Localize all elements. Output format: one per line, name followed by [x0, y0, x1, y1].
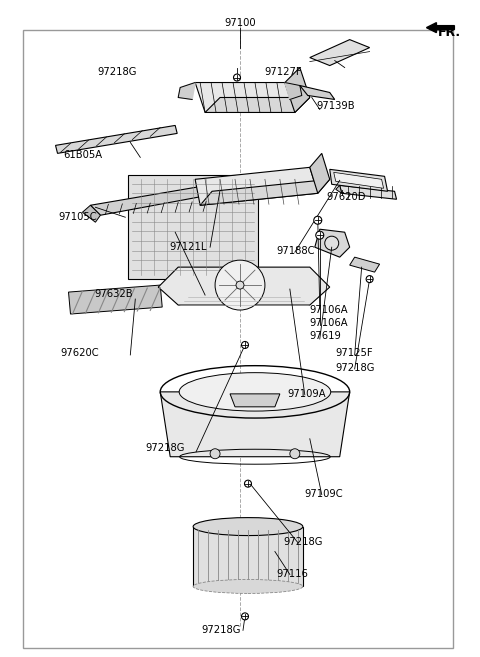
Text: 97105C: 97105C [58, 212, 97, 222]
Polygon shape [285, 83, 302, 99]
Text: 97109A: 97109A [288, 389, 326, 399]
Polygon shape [195, 168, 318, 205]
Polygon shape [90, 182, 230, 215]
Circle shape [236, 281, 244, 289]
Text: 97218G: 97218G [97, 66, 137, 76]
FancyArrow shape [426, 22, 455, 33]
Polygon shape [193, 526, 303, 587]
Circle shape [210, 449, 220, 459]
Circle shape [316, 231, 324, 239]
Circle shape [314, 216, 322, 224]
Text: 97139B: 97139B [317, 101, 355, 110]
Text: 97127F: 97127F [264, 66, 301, 76]
Ellipse shape [193, 518, 303, 535]
Polygon shape [340, 185, 396, 199]
Text: 97620C: 97620C [60, 348, 99, 359]
Polygon shape [330, 170, 387, 191]
Polygon shape [69, 285, 162, 314]
Polygon shape [300, 85, 335, 99]
Polygon shape [310, 153, 330, 193]
Polygon shape [83, 205, 100, 222]
Text: 97620D: 97620D [326, 193, 366, 202]
Text: 97218G: 97218G [201, 625, 240, 635]
Polygon shape [158, 267, 330, 305]
Text: 97619: 97619 [310, 331, 341, 342]
Text: FR.: FR. [438, 26, 461, 39]
Polygon shape [315, 229, 350, 257]
Text: 97121L: 97121L [169, 242, 206, 252]
Circle shape [241, 342, 249, 348]
Text: 61B05A: 61B05A [63, 150, 102, 160]
Text: 97218G: 97218G [336, 363, 375, 373]
Ellipse shape [193, 579, 303, 593]
Polygon shape [128, 175, 258, 279]
Circle shape [241, 613, 249, 620]
Text: 97632B: 97632B [94, 289, 132, 300]
Polygon shape [310, 39, 370, 66]
Polygon shape [178, 83, 195, 99]
Text: 97109C: 97109C [305, 489, 343, 499]
Polygon shape [350, 257, 380, 272]
Ellipse shape [179, 373, 331, 411]
Polygon shape [160, 392, 350, 457]
Polygon shape [336, 185, 342, 193]
Circle shape [290, 449, 300, 459]
Text: 97106A: 97106A [310, 305, 348, 315]
Circle shape [233, 74, 240, 81]
Circle shape [244, 480, 252, 487]
Text: 97218G: 97218G [283, 537, 323, 547]
Polygon shape [285, 68, 310, 112]
Polygon shape [205, 97, 310, 112]
Text: 97100: 97100 [224, 18, 256, 28]
Polygon shape [195, 83, 295, 112]
Polygon shape [230, 394, 280, 407]
Circle shape [325, 237, 339, 250]
Polygon shape [56, 125, 177, 153]
Polygon shape [200, 179, 330, 205]
Text: 97218G: 97218G [145, 443, 185, 453]
Text: 97106A: 97106A [310, 318, 348, 328]
Text: 97125F: 97125F [336, 348, 373, 359]
Text: 97188C: 97188C [276, 246, 314, 256]
Polygon shape [334, 172, 384, 189]
Circle shape [366, 276, 373, 283]
Circle shape [215, 260, 265, 310]
Text: 97116: 97116 [276, 570, 308, 579]
